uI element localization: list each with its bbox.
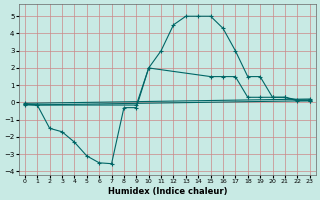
X-axis label: Humidex (Indice chaleur): Humidex (Indice chaleur) xyxy=(108,187,227,196)
